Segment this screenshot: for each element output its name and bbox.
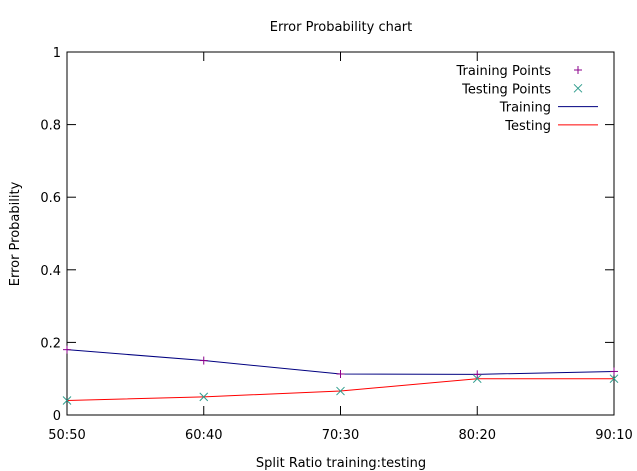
x-tick-label: 50:50 xyxy=(48,428,85,443)
x-tick-label: 80:20 xyxy=(459,428,496,443)
y-axis: 0 0.2 0.4 0.6 0.8 1 xyxy=(40,46,614,424)
marker-stroke xyxy=(336,386,345,396)
plot-area xyxy=(62,345,619,405)
marker-stroke xyxy=(573,83,583,93)
data-point-training-points xyxy=(473,370,482,379)
marker-stroke xyxy=(609,374,619,384)
marker-stroke xyxy=(199,392,209,402)
chart-title: Error Probability chart xyxy=(270,20,412,35)
data-point-training-points xyxy=(199,356,208,365)
x-tick-label: 60:40 xyxy=(185,428,222,443)
series-line-testing xyxy=(66,378,614,401)
x-axis-label: Split Ratio training:testing xyxy=(256,456,426,471)
data-point-testing-points xyxy=(609,374,619,384)
legend-swatch-training-points xyxy=(574,66,582,74)
data-point-testing-points xyxy=(199,392,209,402)
x-tick-label: 90:10 xyxy=(595,428,632,443)
data-point-training-points xyxy=(610,367,618,376)
data-point-testing-points xyxy=(472,374,482,384)
y-tick-label: 0.4 xyxy=(40,264,61,279)
y-tick-label: 0 xyxy=(53,409,61,424)
data-point-training-points xyxy=(63,345,71,354)
legend-label-training-points: Training Points xyxy=(456,64,552,79)
data-point-testing-points xyxy=(62,396,72,405)
y-axis-label: Error Probability xyxy=(8,181,23,286)
y-tick-label: 0.8 xyxy=(40,119,61,134)
data-point-testing-points xyxy=(336,386,345,396)
y-tick-label: 1 xyxy=(53,46,61,61)
y-tick-label: 0.2 xyxy=(40,336,61,351)
x-axis: 50:50 60:40 70:30 80:20 90:10 xyxy=(48,52,633,443)
legend-label-testing: Testing xyxy=(504,119,551,134)
legend-label-training: Training xyxy=(499,101,551,116)
legend-label-testing-points: Testing Points xyxy=(461,82,551,97)
x-tick-label: 70:30 xyxy=(322,428,359,443)
marker-stroke xyxy=(62,396,72,405)
legend: Training Points Testing Points Training Tes… xyxy=(456,64,598,134)
data-point-training-points xyxy=(336,369,345,378)
y-tick-label: 0.6 xyxy=(40,191,61,206)
legend-swatch-testing-points xyxy=(573,83,583,93)
marker-stroke xyxy=(472,374,482,384)
